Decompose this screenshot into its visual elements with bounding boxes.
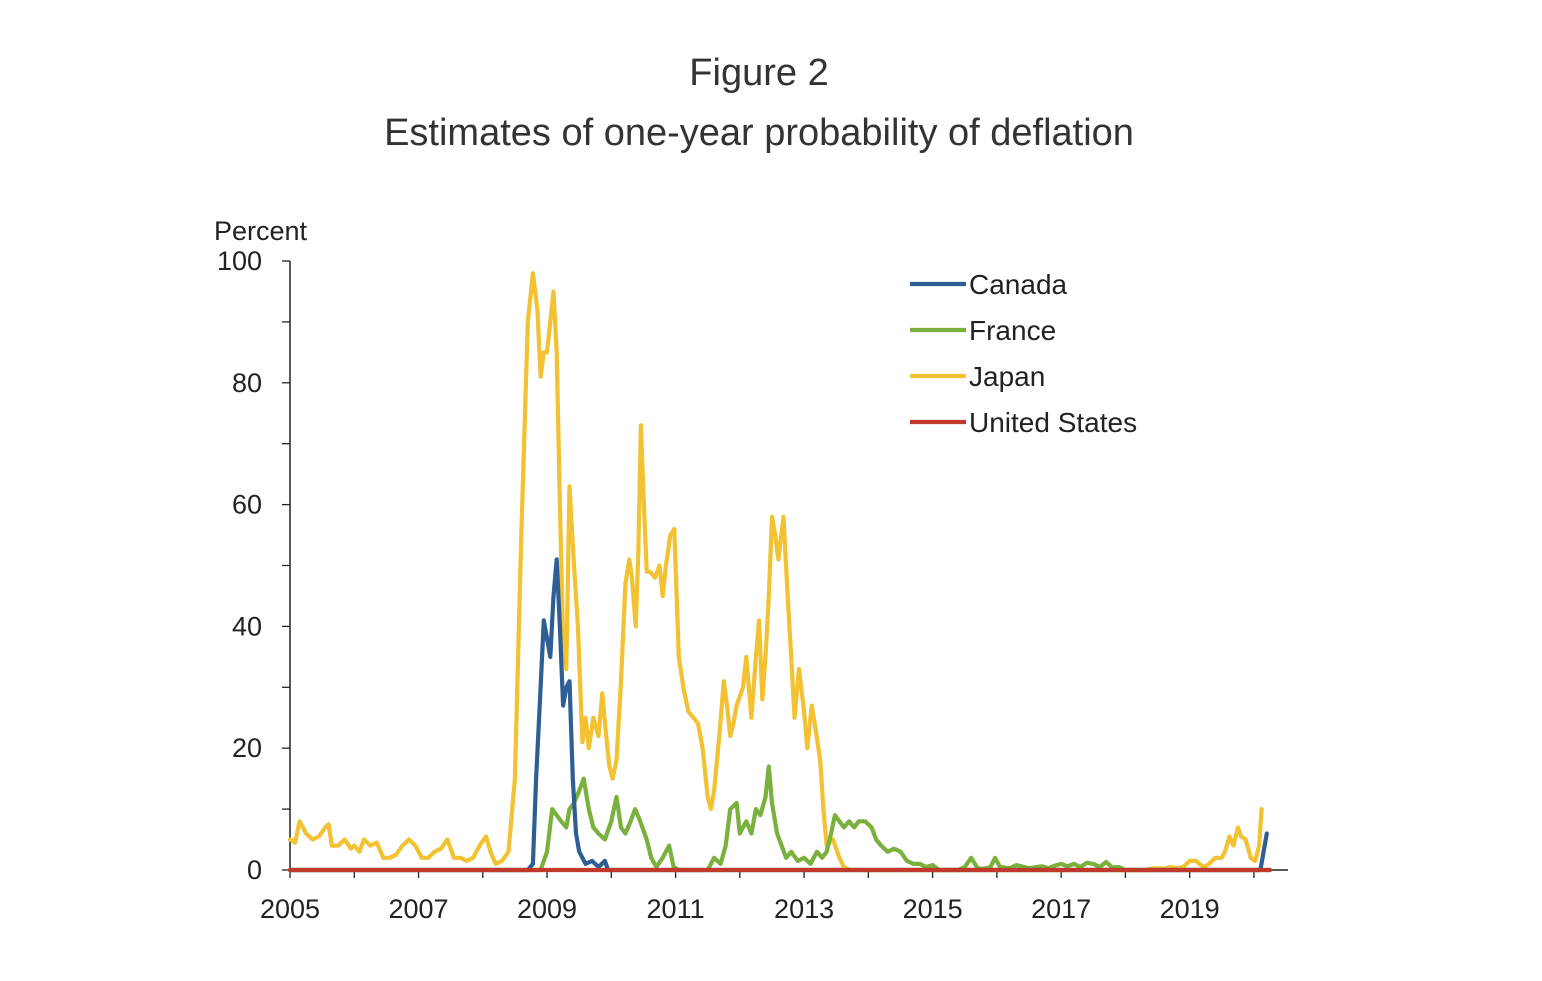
y-axis-label: Percent [214, 216, 308, 246]
series-lines [287, 271, 1273, 873]
legend-label-france: France [969, 315, 1056, 346]
legend: Canada France Japan United States [910, 269, 1137, 438]
y-tick-label: 40 [232, 611, 262, 641]
x-tick-label: 2013 [774, 894, 834, 924]
series-line-france [287, 764, 1273, 873]
chart-title: Estimates of one-year probability of def… [384, 112, 1134, 154]
legend-label-japan: Japan [969, 361, 1045, 392]
y-tick-label: 60 [232, 490, 262, 520]
x-tick-label: 2007 [388, 894, 448, 924]
x-tick-label: 2017 [1031, 894, 1091, 924]
series-line-japan [287, 271, 1264, 873]
y-tick-label: 20 [232, 733, 262, 763]
x-tick-label: 2009 [517, 894, 577, 924]
y-tick-label: 0 [247, 855, 262, 885]
axes: 0 20 40 60 80 100 2005 2007 2009 2011 2013 2015 2017… [217, 246, 1288, 924]
y-tick-label: 80 [232, 368, 262, 398]
legend-label-canada: Canada [969, 269, 1068, 300]
legend-label-united-states: United States [969, 407, 1137, 438]
series-line-canada [287, 557, 1269, 873]
x-tick-label: 2005 [260, 894, 320, 924]
y-tick-label: 100 [217, 246, 262, 276]
x-tick-label: 2011 [647, 894, 705, 924]
figure-label: Figure 2 [689, 52, 829, 94]
x-tick-label: 2019 [1160, 894, 1220, 924]
x-tick-label: 2015 [903, 894, 963, 924]
